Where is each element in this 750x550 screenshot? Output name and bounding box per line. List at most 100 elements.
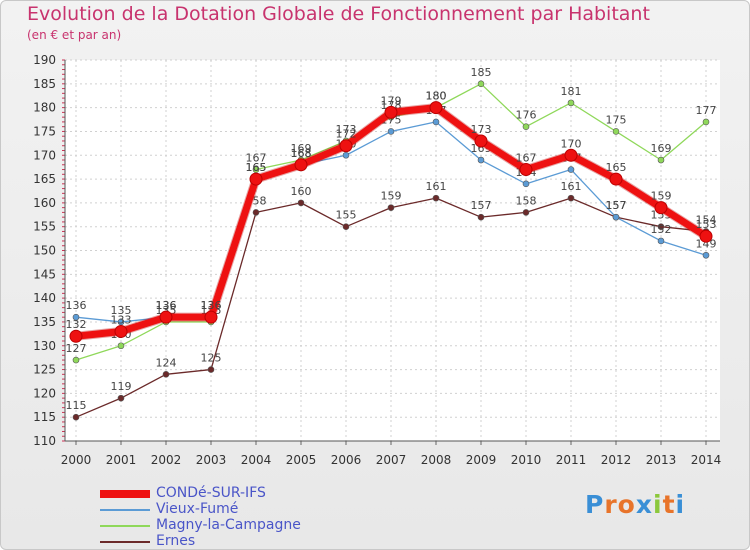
point-cond-sur-ifs-2006 bbox=[339, 139, 353, 153]
point-cond-sur-ifs-2000 bbox=[69, 329, 83, 343]
x-tick-label-2010: 2010 bbox=[511, 453, 542, 467]
x-tick-label-2003: 2003 bbox=[196, 453, 227, 467]
y-tick-label-170: 170 bbox=[33, 148, 56, 162]
data-label-ernes-2002: 124 bbox=[156, 356, 177, 369]
point-ernes-2005 bbox=[297, 199, 305, 207]
data-label-ernes-2011: 161 bbox=[561, 180, 582, 193]
y-tick-label-110: 110 bbox=[33, 434, 56, 448]
x-tick-label-2001: 2001 bbox=[106, 453, 137, 467]
y-tick-label-160: 160 bbox=[33, 196, 56, 210]
point-vieux-fum--2014 bbox=[702, 251, 710, 259]
data-label-ernes-2006: 155 bbox=[336, 209, 357, 222]
point-cond-sur-ifs-2007 bbox=[384, 105, 398, 119]
point-magny-la-campagne-2001 bbox=[117, 342, 125, 350]
legend-swatch-cond-sur-ifs bbox=[100, 490, 150, 498]
point-vieux-fum--2009 bbox=[477, 156, 485, 164]
data-label-ernes-2001: 119 bbox=[111, 380, 132, 393]
legend-swatch-vieux-fum- bbox=[100, 509, 150, 511]
x-tick-label-2011: 2011 bbox=[556, 453, 587, 467]
y-tick-label-120: 120 bbox=[33, 386, 56, 400]
point-magny-la-campagne-2012 bbox=[612, 128, 620, 135]
y-tick-label-155: 155 bbox=[33, 220, 56, 234]
point-cond-sur-ifs-2013 bbox=[654, 201, 668, 215]
data-label-cond-sur-ifs-2009: 173 bbox=[471, 123, 492, 136]
data-label-cond-sur-ifs-2008: 180 bbox=[426, 90, 447, 103]
point-magny-la-campagne-2014 bbox=[702, 118, 710, 126]
point-ernes-2004 bbox=[252, 209, 260, 216]
point-ernes-2010 bbox=[522, 209, 530, 216]
point-vieux-fum--2000 bbox=[72, 313, 80, 321]
data-label-vieux-fum--2004: 165 bbox=[246, 161, 267, 174]
data-label-vieux-fum--2014: 149 bbox=[696, 237, 717, 250]
legend-swatch-magny-la-campagne bbox=[100, 525, 150, 527]
data-label-magny-la-campagne-2012: 175 bbox=[606, 113, 627, 126]
data-label-ernes-2009: 157 bbox=[471, 199, 492, 212]
data-label-vieux-fum--2013: 152 bbox=[651, 223, 672, 236]
data-label-vieux-fum--2012: 157 bbox=[606, 199, 627, 212]
data-label-ernes-2005: 160 bbox=[291, 185, 312, 198]
point-vieux-fum--2011 bbox=[567, 166, 575, 173]
point-magny-la-campagne-2009 bbox=[477, 80, 485, 88]
proxiti-logo: Proxiti bbox=[585, 490, 686, 519]
data-label-cond-sur-ifs-2007: 179 bbox=[381, 94, 402, 107]
point-vieux-fum--2001 bbox=[117, 318, 125, 326]
point-magny-la-campagne-2011 bbox=[567, 99, 575, 107]
legend-label-magny-la-campagne: Magny-la-Campagne bbox=[156, 517, 301, 533]
x-tick-label-2014: 2014 bbox=[691, 453, 722, 467]
data-label-vieux-fum--2002: 136 bbox=[156, 299, 177, 312]
point-ernes-2001 bbox=[117, 394, 125, 402]
point-cond-sur-ifs-2014 bbox=[699, 229, 713, 243]
data-label-magny-la-campagne-2013: 169 bbox=[651, 142, 672, 155]
point-vieux-fum--2006 bbox=[342, 151, 350, 159]
legend-swatch-ernes bbox=[100, 541, 150, 543]
data-label-cond-sur-ifs-2011: 170 bbox=[561, 137, 582, 150]
data-label-cond-sur-ifs-2012: 165 bbox=[606, 161, 627, 174]
data-label-ernes-2014: 154 bbox=[696, 213, 717, 226]
y-tick-label-150: 150 bbox=[33, 244, 56, 258]
data-label-magny-la-campagne-2006: 173 bbox=[336, 123, 357, 136]
data-label-ernes-2010: 158 bbox=[516, 194, 537, 207]
chart-title: Evolution de la Dotation Globale de Fonc… bbox=[27, 3, 650, 25]
y-tick-label-145: 145 bbox=[33, 267, 56, 281]
data-label-cond-sur-ifs-2006: 172 bbox=[336, 128, 357, 141]
data-label-magny-la-campagne-2008: 180 bbox=[426, 90, 447, 103]
point-ernes-2008 bbox=[432, 194, 440, 202]
point-cond-sur-ifs-2005 bbox=[294, 158, 308, 172]
y-tick-label-175: 175 bbox=[33, 124, 56, 138]
data-label-ernes-2012: 157 bbox=[606, 199, 627, 212]
point-ernes-2013 bbox=[657, 223, 665, 230]
point-magny-la-campagne-2004 bbox=[252, 166, 260, 173]
point-ernes-2011 bbox=[567, 194, 575, 202]
data-label-vieux-fum--2000: 136 bbox=[66, 299, 87, 312]
y-tick-label-130: 130 bbox=[33, 339, 56, 353]
legend-label-cond-sur-ifs: CONDé-SUR-IFS bbox=[156, 485, 266, 501]
y-tick-label-180: 180 bbox=[33, 101, 56, 115]
x-tick-label-2002: 2002 bbox=[151, 453, 182, 467]
data-label-cond-sur-ifs-2001: 133 bbox=[111, 313, 132, 326]
legend-label-vieux-fum-: Vieux-Fumé bbox=[156, 501, 239, 517]
point-cond-sur-ifs-2004 bbox=[249, 172, 263, 186]
data-label-cond-sur-ifs-2013: 159 bbox=[651, 190, 672, 203]
y-tick-label-115: 115 bbox=[33, 410, 56, 424]
data-label-magny-la-campagne-2000: 127 bbox=[66, 342, 87, 355]
data-label-cond-sur-ifs-2000: 132 bbox=[66, 318, 87, 331]
point-magny-la-campagne-2013 bbox=[657, 156, 665, 164]
point-cond-sur-ifs-2011 bbox=[564, 148, 578, 162]
point-vieux-fum--2013 bbox=[657, 237, 665, 245]
x-tick-label-2000: 2000 bbox=[61, 453, 92, 467]
point-cond-sur-ifs-2012 bbox=[609, 172, 623, 186]
point-vieux-fum--2010 bbox=[522, 180, 530, 188]
data-label-ernes-2003: 125 bbox=[201, 352, 222, 365]
x-tick-label-2005: 2005 bbox=[286, 453, 317, 467]
point-ernes-2006 bbox=[342, 223, 350, 230]
y-tick-label-190: 190 bbox=[33, 53, 56, 67]
point-cond-sur-ifs-2009 bbox=[474, 134, 488, 148]
data-label-cond-sur-ifs-2002: 136 bbox=[156, 299, 177, 312]
x-tick-label-2004: 2004 bbox=[241, 453, 272, 467]
data-label-ernes-2007: 159 bbox=[381, 190, 402, 203]
point-vieux-fum--2012 bbox=[612, 213, 620, 221]
point-ernes-2003 bbox=[207, 366, 215, 373]
point-vieux-fum--2007 bbox=[387, 128, 395, 135]
point-magny-la-campagne-2010 bbox=[522, 123, 530, 130]
x-tick-label-2006: 2006 bbox=[331, 453, 362, 467]
